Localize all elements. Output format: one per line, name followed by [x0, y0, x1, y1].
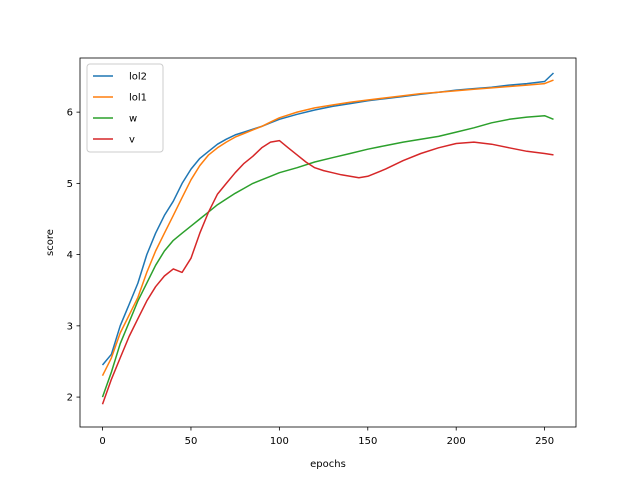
y-tick-label: 2: [67, 393, 73, 404]
x-tick-label: 150: [358, 436, 377, 447]
y-tick-label: 5: [67, 179, 73, 190]
y-axis-label: score: [45, 229, 56, 256]
x-tick-label: 50: [185, 436, 198, 447]
legend-label-w: w: [129, 114, 137, 125]
series-line-w: [101, 114, 554, 398]
x-tick-label: 0: [99, 436, 105, 447]
y-tick-label: 6: [67, 108, 73, 119]
x-tick-label: 250: [535, 436, 554, 447]
y-axis-ticks: 2 3 4 5 6: [67, 108, 80, 404]
series-layer: [101, 72, 555, 405]
legend: lol2 lol1 wv: [86, 63, 164, 153]
y-tick-label: 3: [67, 321, 73, 332]
plot-frame: [79, 57, 577, 428]
x-tick-label: 100: [270, 436, 289, 447]
series-line-v: [101, 139, 554, 405]
legend-label-lol2: lol2: [129, 72, 147, 83]
y-tick-label: 4: [67, 250, 73, 261]
legend-label-lol1: lol1: [129, 93, 147, 104]
series-line-lol1: [101, 79, 554, 377]
legend-label-v: v: [129, 135, 135, 146]
x-axis-label: epochs: [310, 459, 346, 470]
x-axis-ticks: 0 50 100 150 200 250: [99, 427, 554, 447]
legend-box: [86, 63, 164, 153]
x-tick-label: 200: [447, 436, 466, 447]
